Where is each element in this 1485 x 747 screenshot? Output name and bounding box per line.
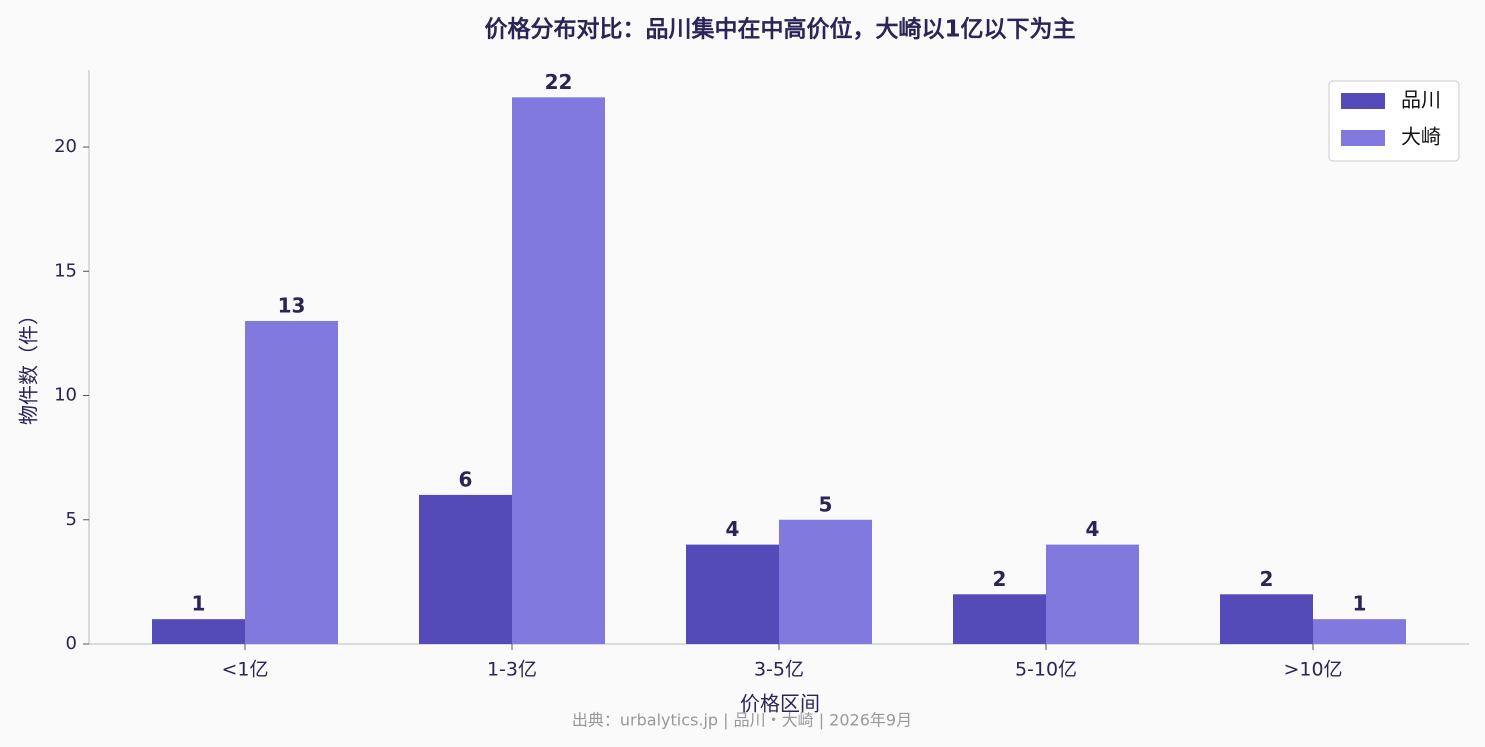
x-tick-label: <1亿 (221, 659, 268, 681)
bar (419, 494, 512, 644)
chart-title: 价格分布对比：品川集中在中高价位，大崎以1亿以下为主 (484, 16, 1075, 43)
value-label: 2 (993, 567, 1007, 591)
x-tick-label: 3-5亿 (754, 659, 804, 681)
value-label: 4 (726, 517, 740, 541)
y-tick-label: 15 (54, 260, 77, 281)
bar (512, 97, 605, 645)
value-label: 5 (819, 492, 833, 516)
x-axis-label: 价格区间 (740, 692, 820, 716)
y-tick-label: 10 (54, 385, 77, 406)
y-tick-label: 5 (66, 509, 77, 530)
legend-swatch (1341, 93, 1385, 109)
x-tick-label: 5-10亿 (1015, 659, 1077, 681)
legend-swatch (1341, 130, 1385, 146)
bar (779, 519, 872, 644)
bar (1220, 594, 1313, 644)
y-axis-label: 物件数（件） (17, 305, 41, 425)
value-label: 6 (459, 467, 473, 491)
y-tick-label: 0 (66, 633, 77, 654)
bar (1046, 544, 1139, 644)
legend-label: 大崎 (1401, 125, 1441, 149)
legend-label: 品川 (1401, 88, 1441, 112)
bar (245, 320, 338, 644)
value-label: 22 (545, 70, 573, 94)
bar (953, 594, 1046, 644)
source-note: 出典：urbalytics.jp | 品川・大崎 | 2026年9月 (572, 711, 912, 730)
value-label: 13 (278, 293, 306, 317)
bar (686, 544, 779, 644)
y-tick-label: 20 (54, 136, 77, 157)
value-label: 1 (192, 592, 206, 616)
bar (1313, 619, 1406, 644)
value-label: 2 (1260, 567, 1274, 591)
x-tick-label: >10亿 (1283, 659, 1342, 681)
x-tick-label: 1-3亿 (487, 659, 537, 681)
value-label: 4 (1086, 517, 1100, 541)
bar (152, 619, 245, 644)
value-label: 1 (1353, 592, 1367, 616)
